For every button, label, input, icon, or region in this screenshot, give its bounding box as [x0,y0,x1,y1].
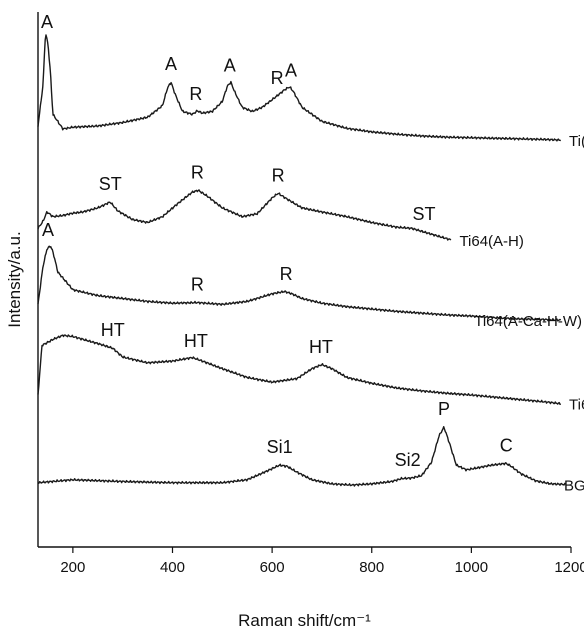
peak-label: HT [101,320,125,340]
peak-label: R [191,163,204,183]
spectrum-trace [37,34,562,142]
peak-label: R [280,264,293,284]
series-label: Ti64(HF-H2O2) [569,397,584,417]
peak-label: HT [184,331,208,351]
y-axis-title: Intensity/a.u. [5,231,24,327]
spectrum-trace [37,189,452,241]
series-label: Ti(A-HC-H) [569,133,584,150]
x-axis-title: Raman shift/cm⁻¹ [238,611,371,630]
x-axis-ticks: 200 400 600 800 1000 1200 [60,547,584,576]
peak-label: P [438,399,450,419]
x-tick-label: 1000 [455,559,488,576]
peak-label: A [285,61,297,81]
x-tick-label: 1200 [554,559,584,576]
series-labels: Ti(A-HC-H) Ti64(A-H) Ti64(A-Ca-H-W) Ti64(HF… [459,133,584,494]
peak-label: R [272,165,285,185]
series-label: BG [564,477,584,494]
spectrum-trace [37,334,562,405]
series-label: Ti64(A-Ca-H-W) [474,313,582,330]
peak-label: R [191,275,204,295]
series-label: Ti64(A-H) [459,233,523,250]
peak-label: A [165,54,177,74]
x-tick-label: 800 [359,559,384,576]
peak-label: HT [309,337,333,357]
peak-label: Si1 [267,437,293,457]
peak-label: ST [413,204,436,224]
peak-label: Si2 [395,450,421,470]
peak-label: A [41,12,53,32]
spectra-traces [37,34,567,487]
spectrum-trace [37,426,567,487]
x-tick-label: 600 [260,559,285,576]
peak-label: A [224,55,236,75]
spectrum-trace [37,245,562,322]
plot-area: 200 400 600 800 1000 1200 Ti(A-HC-H) Ti64(A-H)… [37,12,584,576]
peak-label: R [189,84,202,104]
peak-label: A [42,220,54,240]
peak-label: ST [99,174,122,194]
peak-label: R [271,68,284,88]
x-tick-label: 400 [160,559,185,576]
x-tick-label: 200 [60,559,85,576]
peak-label: C [500,435,513,455]
